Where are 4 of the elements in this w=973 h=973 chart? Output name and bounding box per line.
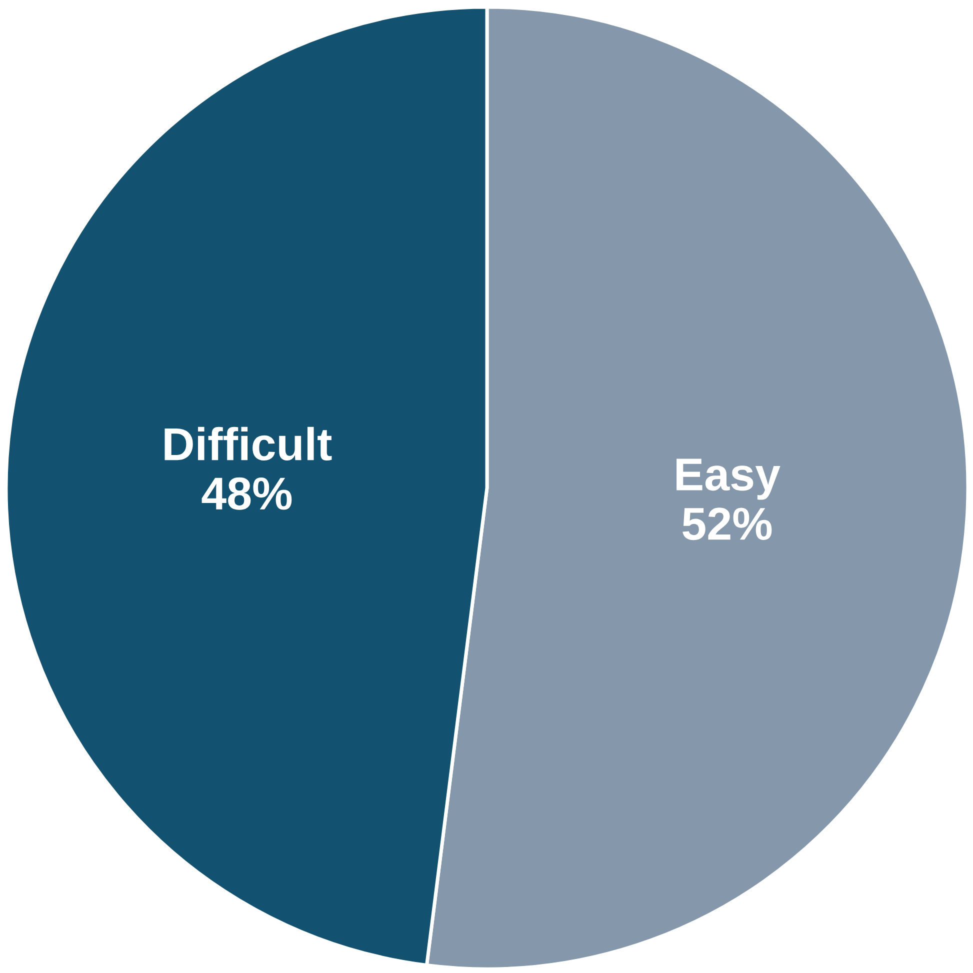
data-label: 52% xyxy=(682,508,772,540)
slice-label: Difficult xyxy=(164,426,332,461)
data-label: 48% xyxy=(202,477,292,510)
slice-label: Easy xyxy=(676,458,780,500)
